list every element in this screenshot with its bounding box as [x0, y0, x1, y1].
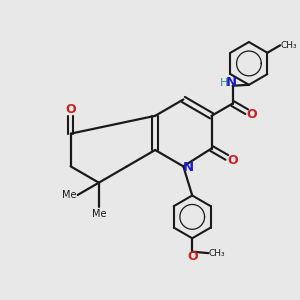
Text: H: H: [220, 78, 229, 88]
Text: Me: Me: [62, 190, 77, 200]
Text: N: N: [183, 161, 194, 174]
Text: O: O: [247, 108, 257, 121]
Text: N: N: [226, 76, 237, 89]
Text: CH₃: CH₃: [208, 249, 225, 258]
Text: O: O: [187, 250, 197, 263]
Text: O: O: [227, 154, 238, 167]
Text: CH₃: CH₃: [280, 41, 297, 50]
Text: Me: Me: [92, 209, 106, 219]
Text: O: O: [65, 103, 76, 116]
